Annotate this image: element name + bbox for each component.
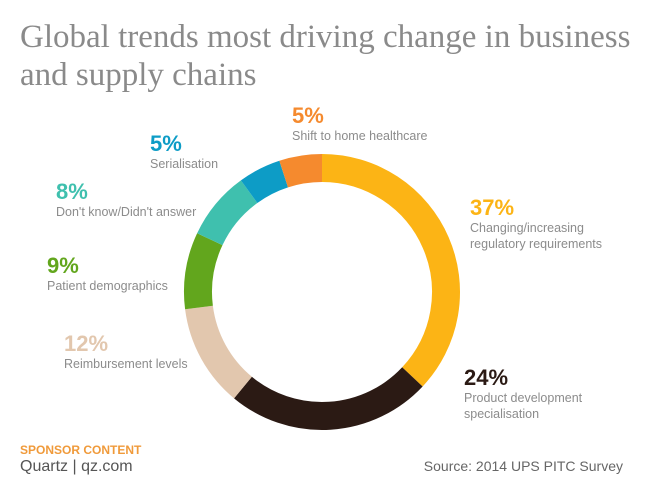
chart-title-line-1: Global trends most driving change in bus… <box>20 19 631 55</box>
slice-label-product-development: 24% Product development specialisation <box>464 366 582 422</box>
slice-category-regulatory: Changing/increasing regulatory requireme… <box>470 221 603 251</box>
donut-slice-product-development <box>234 367 423 430</box>
source-note: Source: 2014 UPS PITC Survey <box>423 458 623 474</box>
slice-category-patient-demographics: Patient demographics <box>47 279 168 293</box>
donut-slice-home-healthcare <box>279 154 323 188</box>
slice-label-home-healthcare: 5% Shift to home healthcare <box>292 104 428 144</box>
slice-pct-serialisation: 5% <box>150 131 182 156</box>
donut-slice-serialisation <box>240 160 289 204</box>
donut-slice-dont-know <box>197 180 258 246</box>
slice-label-patient-demographics: 9% Patient demographics <box>47 254 168 294</box>
slice-category-serialisation: Serialisation <box>150 157 219 171</box>
slice-label-regulatory: 37% Changing/increasing regulatory requi… <box>470 196 602 252</box>
slice-category-dont-know: Don't know/Didn't answer <box>56 205 197 219</box>
slice-category-reimbursement: Reimbursement levels <box>64 357 188 371</box>
donut-slice-patient-demographics <box>184 233 223 310</box>
donut-slice-reimbursement <box>185 305 253 399</box>
slice-category-home-healthcare: Shift to home healthcare <box>292 129 428 143</box>
slice-pct-dont-know: 8% <box>56 179 88 204</box>
chart-title-line-2: and supply chains <box>20 57 257 93</box>
donut-slice-regulatory <box>321 154 460 387</box>
slice-label-serialisation: 5% Serialisation <box>150 132 218 172</box>
brand-label: Quartz | qz.com <box>20 458 133 475</box>
slice-pct-home-healthcare: 5% <box>292 103 324 128</box>
slice-pct-product-development: 24% <box>464 365 509 390</box>
slice-pct-reimbursement: 12% <box>64 331 109 356</box>
sponsor-content-label: SPONSOR CONTENT <box>20 443 142 457</box>
slice-label-reimbursement: 12% Reimbursement levels <box>64 332 188 372</box>
slice-label-dont-know: 8% Don't know/Didn't answer <box>56 180 196 220</box>
slice-category-product-development: Product development specialisation <box>464 391 583 421</box>
slice-pct-regulatory: 37% <box>470 195 515 220</box>
chart-title: Global trends most driving change in bus… <box>20 18 635 94</box>
slice-pct-patient-demographics: 9% <box>47 253 79 278</box>
